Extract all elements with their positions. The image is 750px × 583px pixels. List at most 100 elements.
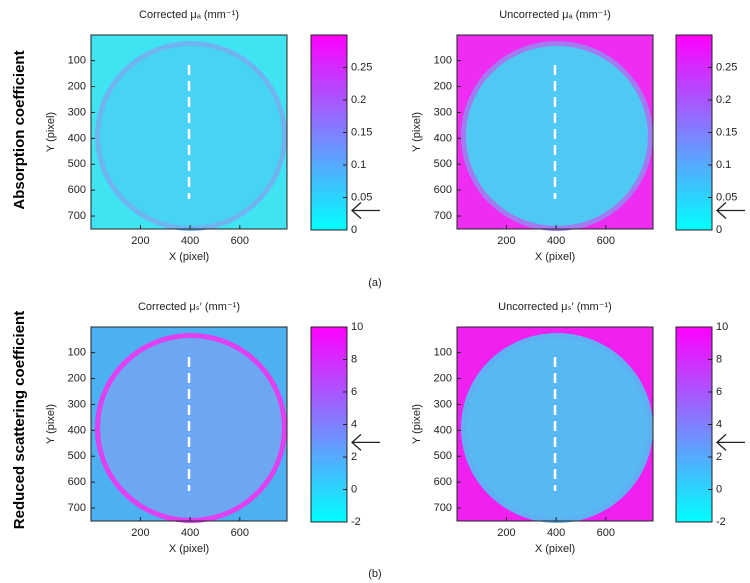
chart-title: Uncorrected μₛ′ (mm⁻¹) — [498, 301, 612, 313]
x-tick-label: 200 — [497, 235, 515, 247]
arrow-shape — [716, 202, 745, 219]
x-tick-label: 200 — [131, 527, 149, 539]
y-tick-label: 700 — [434, 210, 452, 222]
y-tick-label: 300 — [434, 398, 452, 410]
arrow-shape — [351, 202, 380, 219]
colorbar-tick-label: 0.2 — [351, 94, 366, 106]
y-tick-label: 400 — [434, 424, 452, 436]
colorbar-tick-label: 0 — [351, 483, 357, 495]
y-tick-label: 400 — [68, 132, 86, 144]
colorbar-tick-label: -2 — [351, 516, 361, 528]
colorbar — [675, 326, 713, 523]
y-tick-label: 200 — [434, 372, 452, 384]
y-axis-label: Y (pixel) — [45, 112, 57, 152]
colorbar-tick-label: 6 — [716, 386, 722, 398]
y-tick-label: 500 — [434, 158, 452, 170]
y-tick-label: 500 — [68, 158, 86, 170]
colorbar-tick-label: 0.2 — [716, 94, 731, 106]
x-axis-label: X (pixel) — [169, 543, 209, 555]
colorbar — [310, 326, 348, 523]
colorbar-tick-label: 2 — [716, 451, 722, 463]
y-tick-label: 200 — [68, 372, 86, 384]
y-axis-label: Y (pixel) — [45, 404, 57, 444]
colorbar-tick-label: 0.25 — [716, 61, 737, 73]
colorbar-tick-label: 2 — [351, 451, 357, 463]
axes-frame — [90, 326, 288, 522]
colorbar-tick-label: 6 — [351, 386, 357, 398]
image-disc — [100, 338, 282, 518]
x-axis-label: X (pixel) — [169, 251, 209, 263]
arrow — [351, 433, 380, 451]
colorbar — [675, 34, 713, 231]
image-disc — [466, 46, 648, 226]
colorbar-tick-label: 0.1 — [716, 159, 731, 171]
colorbar — [310, 34, 348, 231]
y-tick-label: 500 — [434, 450, 452, 462]
y-axis-label: Y (pixel) — [411, 404, 423, 444]
x-tick-label: 600 — [231, 527, 249, 539]
row-label: Absorption coefficient — [11, 50, 28, 209]
x-tick-label: 600 — [597, 527, 615, 539]
y-tick-label: 100 — [68, 55, 86, 67]
y-tick-label: 100 — [434, 347, 452, 359]
colorbar-tick-label: 4 — [351, 418, 357, 430]
colorbar-tick-label: 8 — [351, 353, 357, 365]
x-axis-label: X (pixel) — [535, 543, 575, 555]
arrow — [351, 202, 380, 219]
x-axis-label: X (pixel) — [535, 251, 575, 263]
y-tick-label: 200 — [68, 80, 86, 92]
x-tick-label: 400 — [181, 527, 199, 539]
chart-title: Corrected μₐ (mm⁻¹) — [139, 9, 239, 21]
y-tick-label: 600 — [434, 184, 452, 196]
arrow — [716, 202, 745, 219]
y-tick-label: 300 — [68, 398, 86, 410]
y-tick-label: 600 — [68, 184, 86, 196]
y-tick-label: 500 — [68, 450, 86, 462]
arrow-shape — [716, 433, 745, 451]
colorbar-tick-label: 0 — [716, 224, 722, 236]
axes-frame — [456, 34, 654, 230]
image-disc — [466, 338, 648, 518]
y-tick-label: 600 — [68, 476, 86, 488]
y-axis-label: Y (pixel) — [411, 112, 423, 152]
y-tick-label: 700 — [434, 502, 452, 514]
x-tick-label: 200 — [131, 235, 149, 247]
colorbar-tick-label: -2 — [716, 516, 726, 528]
x-tick-label: 400 — [547, 235, 565, 247]
arrow — [716, 433, 745, 451]
image-disc — [100, 46, 282, 226]
colorbar-tick-label: 10 — [351, 321, 363, 333]
colorbar-tick-label: 0.15 — [351, 126, 372, 138]
y-tick-label: 100 — [68, 347, 86, 359]
colorbar-tick-label: 0.15 — [716, 126, 737, 138]
row-label: Reduced scattering coefficient — [11, 311, 28, 529]
colorbar-tick-label: 0.05 — [716, 191, 737, 203]
y-tick-label: 400 — [68, 424, 86, 436]
chart-title: Corrected μₛ′ (mm⁻¹) — [138, 301, 240, 313]
x-tick-label: 400 — [547, 527, 565, 539]
axes-frame — [456, 326, 654, 522]
colorbar-tick-label: 0.05 — [351, 191, 372, 203]
colorbar-tick-label: 0.25 — [351, 61, 372, 73]
arrow-shape — [351, 433, 380, 451]
colorbar-tick-label: 0 — [351, 224, 357, 236]
y-tick-label: 700 — [68, 502, 86, 514]
y-tick-label: 100 — [434, 55, 452, 67]
colorbar-tick-label: 8 — [716, 353, 722, 365]
colorbar-tick-label: 4 — [716, 418, 722, 430]
colorbar-tick-label: 0 — [716, 483, 722, 495]
panel-label: (b) — [368, 568, 381, 580]
axes-frame — [90, 34, 288, 230]
y-tick-label: 300 — [68, 106, 86, 118]
y-tick-label: 700 — [68, 210, 86, 222]
panel-label: (a) — [368, 277, 381, 289]
colorbar-tick-label: 10 — [716, 321, 728, 333]
y-tick-label: 600 — [434, 476, 452, 488]
x-tick-label: 200 — [497, 527, 515, 539]
y-tick-label: 200 — [434, 80, 452, 92]
y-tick-label: 300 — [434, 106, 452, 118]
x-tick-label: 600 — [597, 235, 615, 247]
colorbar-tick-label: 0.1 — [351, 159, 366, 171]
y-tick-label: 400 — [434, 132, 452, 144]
